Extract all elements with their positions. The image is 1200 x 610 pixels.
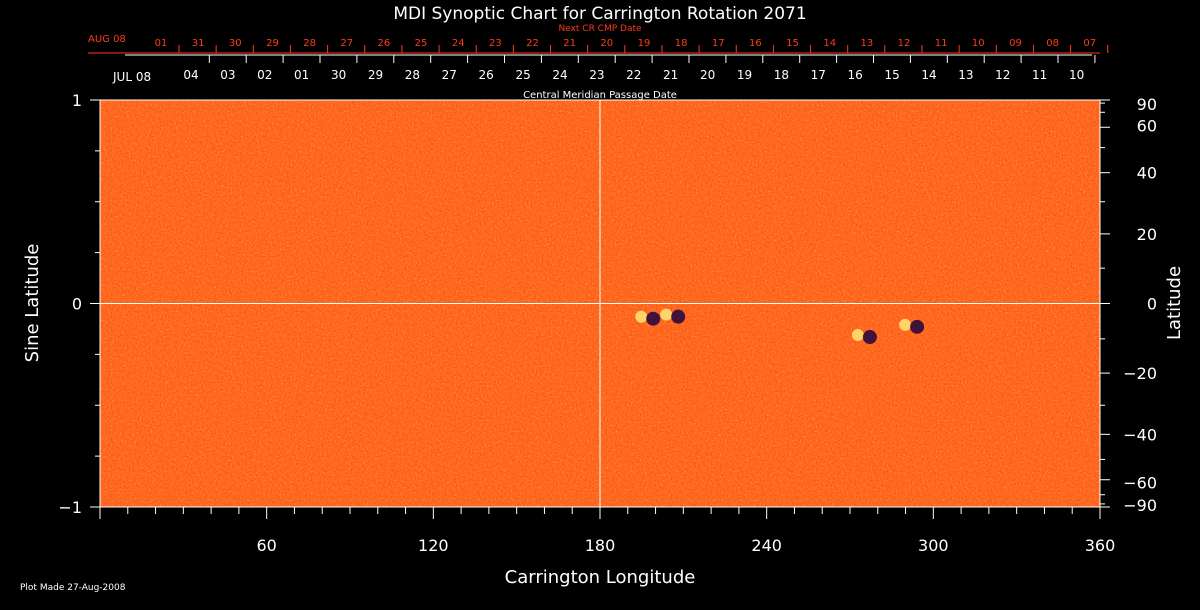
next-cmp-date-label: 01: [155, 38, 168, 49]
cmp-date-label: 11: [1032, 68, 1047, 82]
next-cmp-date-label: 24: [452, 38, 465, 49]
cmp-date-label: 25: [515, 68, 530, 82]
active-region-negative: [862, 330, 877, 345]
cmp-date-label: 02: [257, 68, 272, 82]
next-cmp-date-label: 21: [563, 38, 576, 49]
cmp-date-label: 22: [626, 68, 641, 82]
x-tick-label: 60: [256, 536, 276, 555]
active-region-positive: [660, 308, 673, 321]
next-cmp-date-label: 19: [638, 38, 651, 49]
y-right-tick-label: −40: [1123, 425, 1157, 444]
cmp-date-label: 03: [220, 68, 235, 82]
cmp-date-label: 30: [331, 68, 346, 82]
active-region-negative: [910, 319, 925, 334]
cmp-date-label: 13: [958, 68, 973, 82]
next-cmp-date-label: 08: [1046, 38, 1059, 49]
y-axis-right: 90 60 40 20 0 −20 −40 −60 −90: [1100, 95, 1157, 515]
cmp-date-label: 04: [183, 68, 198, 82]
cmp-date-label: 10: [1069, 68, 1084, 82]
next-cmp-date-label: 26: [378, 38, 391, 49]
cmp-axis: JUL 08 Central Meridian Passage Date 04 0…: [112, 54, 1096, 101]
next-cmp-date-label: 31: [192, 38, 205, 49]
x-tick-label: 300: [918, 536, 949, 555]
next-cmp-date-label: 10: [972, 38, 985, 49]
y-axis-left-label: Sine Latitude: [22, 244, 43, 363]
x-tick-label: 240: [751, 536, 782, 555]
y-right-tick-label: 90: [1137, 95, 1157, 114]
next-cmp-date-label: 11: [935, 38, 948, 49]
cmp-month-label: JUL 08: [112, 70, 151, 84]
active-region-negative: [671, 309, 686, 324]
next-cmp-date-label: 13: [860, 38, 873, 49]
next-cmp-date-label: 14: [823, 38, 836, 49]
next-cmp-date-label: 28: [303, 38, 316, 49]
next-cmp-month-label: AUG 08: [88, 34, 126, 45]
next-cmp-date-label: 23: [489, 38, 502, 49]
y-right-tick-label: 60: [1137, 116, 1157, 135]
next-cmp-date-label: 07: [1083, 38, 1096, 49]
cmp-date-label: 12: [995, 68, 1010, 82]
cmp-date-label: 23: [589, 68, 604, 82]
next-cmp-date-label: 18: [675, 38, 688, 49]
cmp-date-label: 14: [921, 68, 936, 82]
next-cmp-date-label: 09: [1009, 38, 1022, 49]
cmp-date-label: 20: [700, 68, 715, 82]
y-right-tick-label: 40: [1137, 164, 1157, 183]
cmp-date-label: 19: [737, 68, 752, 82]
active-region-positive: [899, 318, 912, 331]
active-region-positive: [851, 329, 864, 342]
next-cmp-date-label: 29: [266, 38, 279, 49]
y-left-tick-label: 1: [72, 91, 82, 110]
y-right-tick-label: −60: [1123, 474, 1157, 493]
next-cmp-date-label: 17: [712, 38, 725, 49]
x-tick-label: 180: [585, 536, 616, 555]
cmp-date-label: 26: [479, 68, 494, 82]
y-left-tick-label: 0: [72, 295, 82, 314]
cmp-date-label: 27: [442, 68, 457, 82]
cmp-date-label: 18: [774, 68, 789, 82]
cmp-date-label: 17: [811, 68, 826, 82]
y-right-tick-label: 0: [1147, 295, 1157, 314]
next-cmp-axis: Next CR CMP Date AUG 08 01 31 30 29 28 27 26 25…: [88, 24, 1109, 54]
next-cmp-date-label: 27: [340, 38, 353, 49]
next-cmp-axis-label: Next CR CMP Date: [558, 24, 642, 34]
chart-title: MDI Synoptic Chart for Carrington Rotati…: [393, 4, 806, 24]
cmp-date-label: 28: [405, 68, 420, 82]
cmp-axis-label: Central Meridian Passage Date: [523, 90, 677, 101]
next-cmp-date-label: 30: [229, 38, 242, 49]
cmp-date-label: 21: [663, 68, 678, 82]
cmp-date-label: 24: [552, 68, 567, 82]
active-region-positive: [635, 310, 648, 323]
y-axis-left: 1 0 −1: [58, 91, 100, 517]
next-cmp-date-label: 20: [600, 38, 613, 49]
y-right-tick-label: −90: [1123, 496, 1157, 515]
y-right-tick-label: −20: [1123, 364, 1157, 383]
x-axis: 60 120 180 240 300 360: [99, 507, 1116, 555]
y-axis-right-label: Latitude: [1164, 266, 1185, 340]
cmp-date-label: 16: [848, 68, 863, 82]
x-axis-label: Carrington Longitude: [505, 567, 696, 588]
y-left-tick-label: −1: [58, 498, 82, 517]
next-cmp-date-label: 16: [749, 38, 762, 49]
x-tick-label: 120: [418, 536, 449, 555]
x-tick-label: 360: [1085, 536, 1116, 555]
active-region-negative: [646, 311, 661, 326]
cmp-date-label: 29: [368, 68, 383, 82]
next-cmp-date-label: 25: [415, 38, 428, 49]
y-right-tick-label: 20: [1137, 225, 1157, 244]
next-cmp-date-label: 15: [786, 38, 799, 49]
next-cmp-date-label: 22: [526, 38, 539, 49]
plot-made-footer: Plot Made 27-Aug-2008: [20, 583, 126, 593]
cmp-date-label: 15: [884, 68, 899, 82]
next-cmp-date-label: 12: [898, 38, 911, 49]
cmp-date-label: 01: [294, 68, 309, 82]
